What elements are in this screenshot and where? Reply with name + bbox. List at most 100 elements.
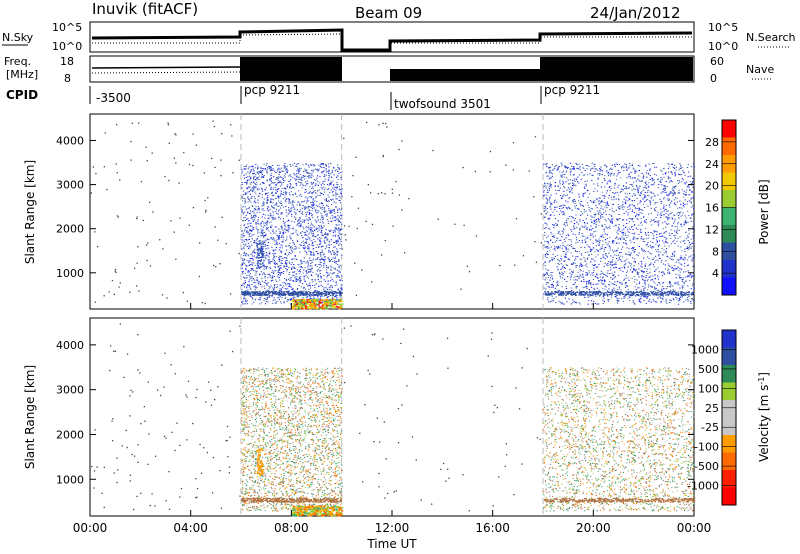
scatter-point (301, 212, 303, 214)
scatter-point (627, 277, 629, 279)
scatter-point (319, 203, 321, 205)
scatter-point (268, 262, 270, 263)
scatter-point (286, 230, 288, 232)
scatter-point (252, 220, 254, 222)
scatter-point (261, 209, 263, 211)
scatter-point (552, 253, 554, 255)
scatter-point (300, 294, 303, 296)
scatter-point (254, 248, 256, 250)
scatter-point (629, 229, 631, 230)
scatter-point (268, 210, 270, 212)
scatter-point (690, 301, 692, 303)
scatter-point (318, 264, 320, 265)
scatter-point (306, 253, 308, 255)
scatter-point (546, 182, 548, 184)
scatter-point (661, 275, 663, 277)
scatter-point (308, 284, 311, 286)
scatter-point (267, 273, 269, 275)
scatter-point (290, 176, 292, 178)
scatter-point (290, 249, 292, 251)
scatter-point (249, 295, 251, 297)
scatter-point (333, 219, 335, 221)
scatter-point (254, 208, 256, 210)
scatter-point (340, 172, 342, 173)
scatter-point (596, 190, 598, 192)
scatter-point (554, 241, 556, 243)
scatter-point (307, 284, 309, 286)
scatter-point (289, 235, 291, 237)
scatter-point (669, 273, 671, 274)
scatter-point (633, 265, 635, 267)
scatter-point (296, 204, 298, 206)
scatter-point (602, 299, 604, 301)
scatter-point (282, 182, 284, 184)
scatter-point (320, 258, 322, 260)
scatter-point (295, 293, 297, 295)
scatter-point (320, 215, 323, 217)
scatter-point (608, 288, 610, 290)
scatter-point (679, 271, 681, 273)
scatter-point (669, 283, 671, 285)
scatter-point (294, 293, 296, 295)
scatter-point (641, 181, 643, 183)
scatter-point (550, 202, 552, 204)
scatter-point (260, 171, 263, 173)
scatter-point (594, 168, 596, 170)
scatter-point (629, 193, 631, 195)
scatter-point (615, 255, 617, 256)
scatter-point (324, 211, 326, 213)
scatter-point (322, 217, 325, 219)
scatter-point (567, 233, 569, 235)
scatter-point (314, 185, 316, 187)
scatter-point (323, 208, 325, 210)
scatter-point (572, 199, 574, 201)
scatter-point (591, 258, 593, 260)
scatter-point (635, 216, 637, 218)
scatter-point (549, 217, 551, 219)
scatter-point (627, 214, 629, 216)
scatter-point (241, 197, 243, 199)
scatter-point (330, 253, 332, 255)
scatter-point (340, 209, 342, 211)
scatter-point (333, 208, 335, 210)
scatter-point (241, 208, 243, 210)
scatter-point (611, 207, 613, 209)
scatter-point (267, 301, 269, 303)
scatter-point (284, 163, 286, 165)
scatter-point (579, 229, 581, 231)
scatter-point (602, 216, 604, 218)
freq-tick-bottom-left: 8 (64, 72, 71, 85)
scatter-point (341, 287, 343, 289)
scatter-point (251, 258, 253, 260)
scatter-point (261, 266, 263, 268)
scatter-point (634, 169, 636, 171)
scatter-point (662, 240, 664, 242)
scatter-point (647, 286, 650, 288)
scatter-point (276, 241, 278, 243)
scatter-point (616, 289, 618, 290)
scatter-point (545, 222, 547, 224)
scatter-point (274, 217, 276, 219)
scatter-point (284, 257, 286, 259)
scatter-point (270, 187, 272, 189)
scatter-point (560, 162, 562, 164)
scatter-point (692, 265, 694, 267)
scatter-point (303, 247, 305, 249)
scatter-point (338, 276, 341, 278)
scatter-point (571, 263, 573, 265)
scatter-point (310, 251, 312, 253)
scatter-point (572, 264, 574, 266)
scatter-point (285, 291, 288, 293)
scatter-point (689, 181, 691, 183)
scatter-point (656, 290, 658, 292)
scatter-point (301, 207, 303, 209)
scatter-point (323, 174, 326, 176)
scatter-point (692, 299, 694, 301)
scatter-point (248, 191, 250, 193)
scatter-point (292, 292, 294, 294)
scatter-point (310, 177, 312, 179)
scatter-point (632, 177, 634, 179)
scatter-point (319, 182, 321, 184)
scatter-point (293, 264, 295, 265)
scatter-point (636, 197, 638, 199)
